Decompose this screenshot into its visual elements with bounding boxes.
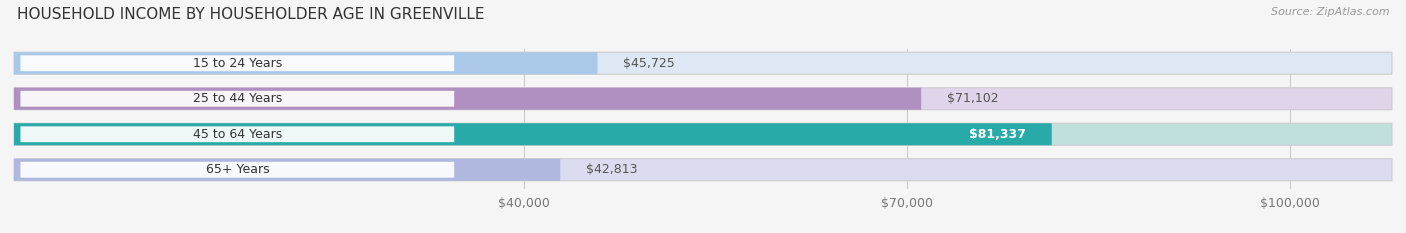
Text: 45 to 64 Years: 45 to 64 Years <box>193 128 283 141</box>
Text: Source: ZipAtlas.com: Source: ZipAtlas.com <box>1271 7 1389 17</box>
Text: 15 to 24 Years: 15 to 24 Years <box>193 57 283 70</box>
Text: 65+ Years: 65+ Years <box>205 163 269 176</box>
Text: HOUSEHOLD INCOME BY HOUSEHOLDER AGE IN GREENVILLE: HOUSEHOLD INCOME BY HOUSEHOLDER AGE IN G… <box>17 7 485 22</box>
FancyBboxPatch shape <box>14 123 1392 145</box>
FancyBboxPatch shape <box>14 52 598 74</box>
FancyBboxPatch shape <box>21 55 454 71</box>
FancyBboxPatch shape <box>14 123 1052 145</box>
FancyBboxPatch shape <box>14 88 1392 110</box>
FancyBboxPatch shape <box>21 91 454 107</box>
FancyBboxPatch shape <box>14 159 1392 181</box>
Text: 25 to 44 Years: 25 to 44 Years <box>193 92 283 105</box>
Text: $45,725: $45,725 <box>623 57 675 70</box>
Text: $42,813: $42,813 <box>586 163 637 176</box>
FancyBboxPatch shape <box>21 162 454 178</box>
Text: $71,102: $71,102 <box>946 92 998 105</box>
FancyBboxPatch shape <box>21 126 454 142</box>
FancyBboxPatch shape <box>14 159 560 181</box>
FancyBboxPatch shape <box>14 52 1392 74</box>
FancyBboxPatch shape <box>14 88 921 110</box>
Text: $81,337: $81,337 <box>969 128 1026 141</box>
